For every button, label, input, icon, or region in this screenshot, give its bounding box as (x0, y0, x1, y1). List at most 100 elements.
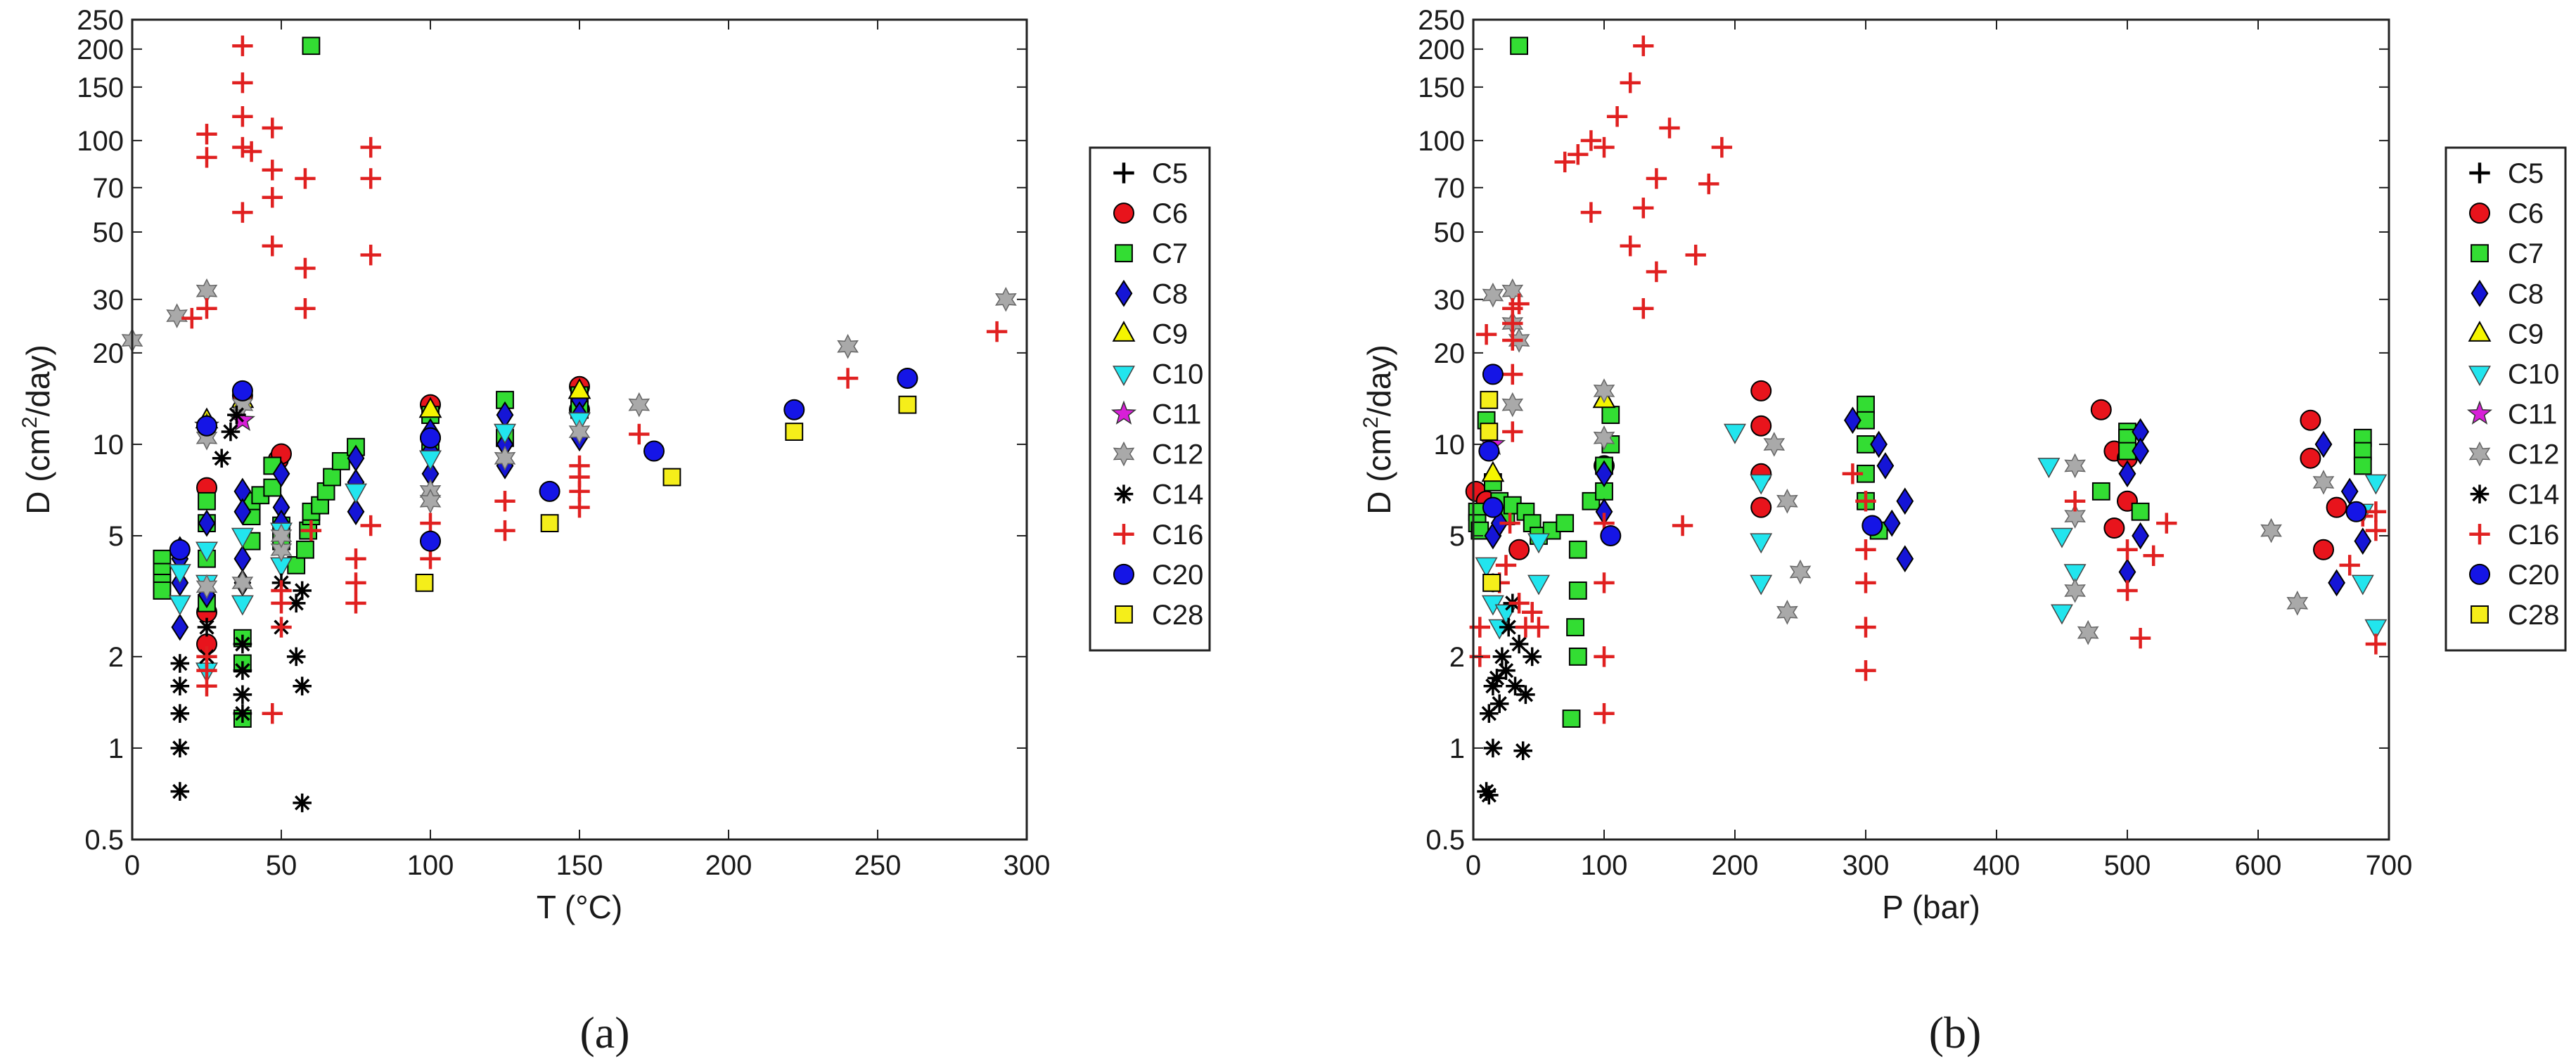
x-tick-label: 500 (2104, 850, 2151, 881)
data-point-c16 (2064, 491, 2086, 512)
data-point-c14 (170, 738, 190, 758)
y-tick-label: 10 (1434, 430, 1466, 461)
data-point-c14 (1516, 685, 1535, 705)
data-point-c16 (1528, 617, 1549, 638)
data-point-c16 (295, 298, 316, 319)
y-tick-label: 20 (93, 338, 124, 369)
data-point-c12 (1789, 559, 1812, 585)
legend-marker-c5 (2469, 162, 2490, 184)
y-tick-label: 100 (77, 126, 124, 157)
data-point-c10 (1475, 557, 1498, 578)
legend: C5 C6 C7 C8 C9 C10 C11 C12 C14 C16 C20 C28 (1089, 146, 1211, 652)
legend-label-c6: C6 (2508, 198, 2544, 229)
legend-marker-c10 (2468, 366, 2491, 387)
data-point-c16 (494, 491, 515, 512)
data-point-c16 (196, 147, 217, 168)
y-axis-label: D (cm2/day) (18, 345, 56, 515)
data-point-c16 (232, 106, 253, 127)
data-point-c12 (2077, 619, 2099, 645)
data-point-c12 (2064, 578, 2086, 603)
y-tick-label: 20 (1434, 338, 1466, 369)
data-point-c14 (1483, 738, 1503, 758)
data-point-c10 (168, 564, 191, 585)
legend-label-c11: C11 (1152, 399, 1201, 430)
data-point-c8 (1896, 487, 1914, 515)
y-tick-label: 70 (93, 173, 124, 204)
data-point-c20 (2345, 501, 2367, 522)
data-point-c16 (494, 520, 515, 541)
data-point-c8 (2118, 460, 2136, 488)
data-point-c14 (233, 685, 252, 705)
data-point-c16 (1646, 261, 1667, 283)
plot-area (1473, 20, 2389, 840)
legend-label-c5: C5 (1152, 158, 1188, 189)
data-point-c6 (1508, 539, 1530, 560)
data-point-c20 (420, 530, 441, 552)
panel-label: (a) (579, 1008, 629, 1057)
data-point-c16 (1711, 136, 1733, 158)
legend-marker-c8 (2471, 279, 2489, 307)
legend-label-c12: C12 (1152, 439, 1203, 470)
x-tick-label: 700 (2366, 850, 2413, 881)
data-point-c8 (1896, 545, 1914, 573)
data-point-c16 (1594, 646, 1615, 667)
y-tick-label: 5 (1449, 521, 1465, 552)
data-point-c14 (221, 422, 241, 442)
data-point-c7 (1568, 581, 1587, 600)
data-point-c6 (2090, 399, 2112, 420)
data-point-c16 (1580, 202, 1602, 223)
data-point-c10 (2051, 527, 2073, 548)
y-tick-label: 250 (1418, 5, 1465, 36)
data-point-c7 (1568, 540, 1587, 559)
data-point-c14 (1523, 647, 1542, 667)
y-tick-label: 30 (93, 285, 124, 316)
data-point-c20 (196, 415, 217, 437)
data-point-c12 (2260, 517, 2282, 544)
legend-marker-c16 (2469, 524, 2490, 545)
y-tick-label: 250 (77, 5, 124, 36)
data-point-c12 (231, 570, 254, 596)
data-point-c28 (1482, 574, 1501, 592)
data-point-c14 (170, 704, 190, 724)
x-tick-label: 0 (1466, 850, 1481, 881)
y-tick-label: 150 (77, 72, 124, 103)
data-point-c10 (1494, 604, 1518, 625)
data-point-c6 (2103, 517, 2125, 539)
data-point-c8 (171, 613, 189, 641)
legend-marker-c9 (1112, 321, 1136, 342)
data-point-c20 (1600, 525, 1622, 546)
data-point-c12 (994, 287, 1017, 312)
data-point-c16 (1580, 130, 1602, 151)
data-point-c16 (1685, 244, 1706, 266)
data-point-c6 (1750, 380, 1772, 401)
data-point-c12 (1776, 489, 1798, 514)
legend-marker-c6 (2469, 202, 2490, 224)
data-point-c16 (1508, 293, 1530, 314)
data-point-c14 (212, 449, 231, 468)
data-point-c16 (232, 35, 253, 56)
data-point-c8 (2132, 522, 2149, 550)
data-points (1465, 35, 2388, 805)
y-tick-label: 1 (1449, 733, 1465, 764)
series-c16 (1469, 35, 2387, 724)
data-point-c16 (2143, 545, 2164, 566)
data-point-c8 (347, 498, 365, 526)
x-tick-label: 100 (407, 850, 454, 881)
data-point-c12 (1776, 600, 1798, 625)
data-point-c10 (1527, 533, 1550, 554)
series-c8 (1484, 406, 2372, 597)
data-point-c8 (2354, 527, 2372, 555)
data-point-c16 (1855, 572, 1876, 593)
data-point-c16 (300, 520, 322, 541)
data-point-c7 (153, 581, 172, 600)
data-point-c16 (1594, 703, 1615, 724)
data-point-c12 (837, 333, 859, 359)
data-point-c7 (2131, 502, 2150, 521)
data-point-c28 (540, 514, 559, 533)
data-point-c8 (1595, 460, 1613, 488)
data-point-c7 (2353, 456, 2372, 475)
data-point-c6 (1750, 496, 1772, 518)
data-point-c12 (270, 537, 293, 562)
data-point-c16 (1698, 173, 1719, 195)
